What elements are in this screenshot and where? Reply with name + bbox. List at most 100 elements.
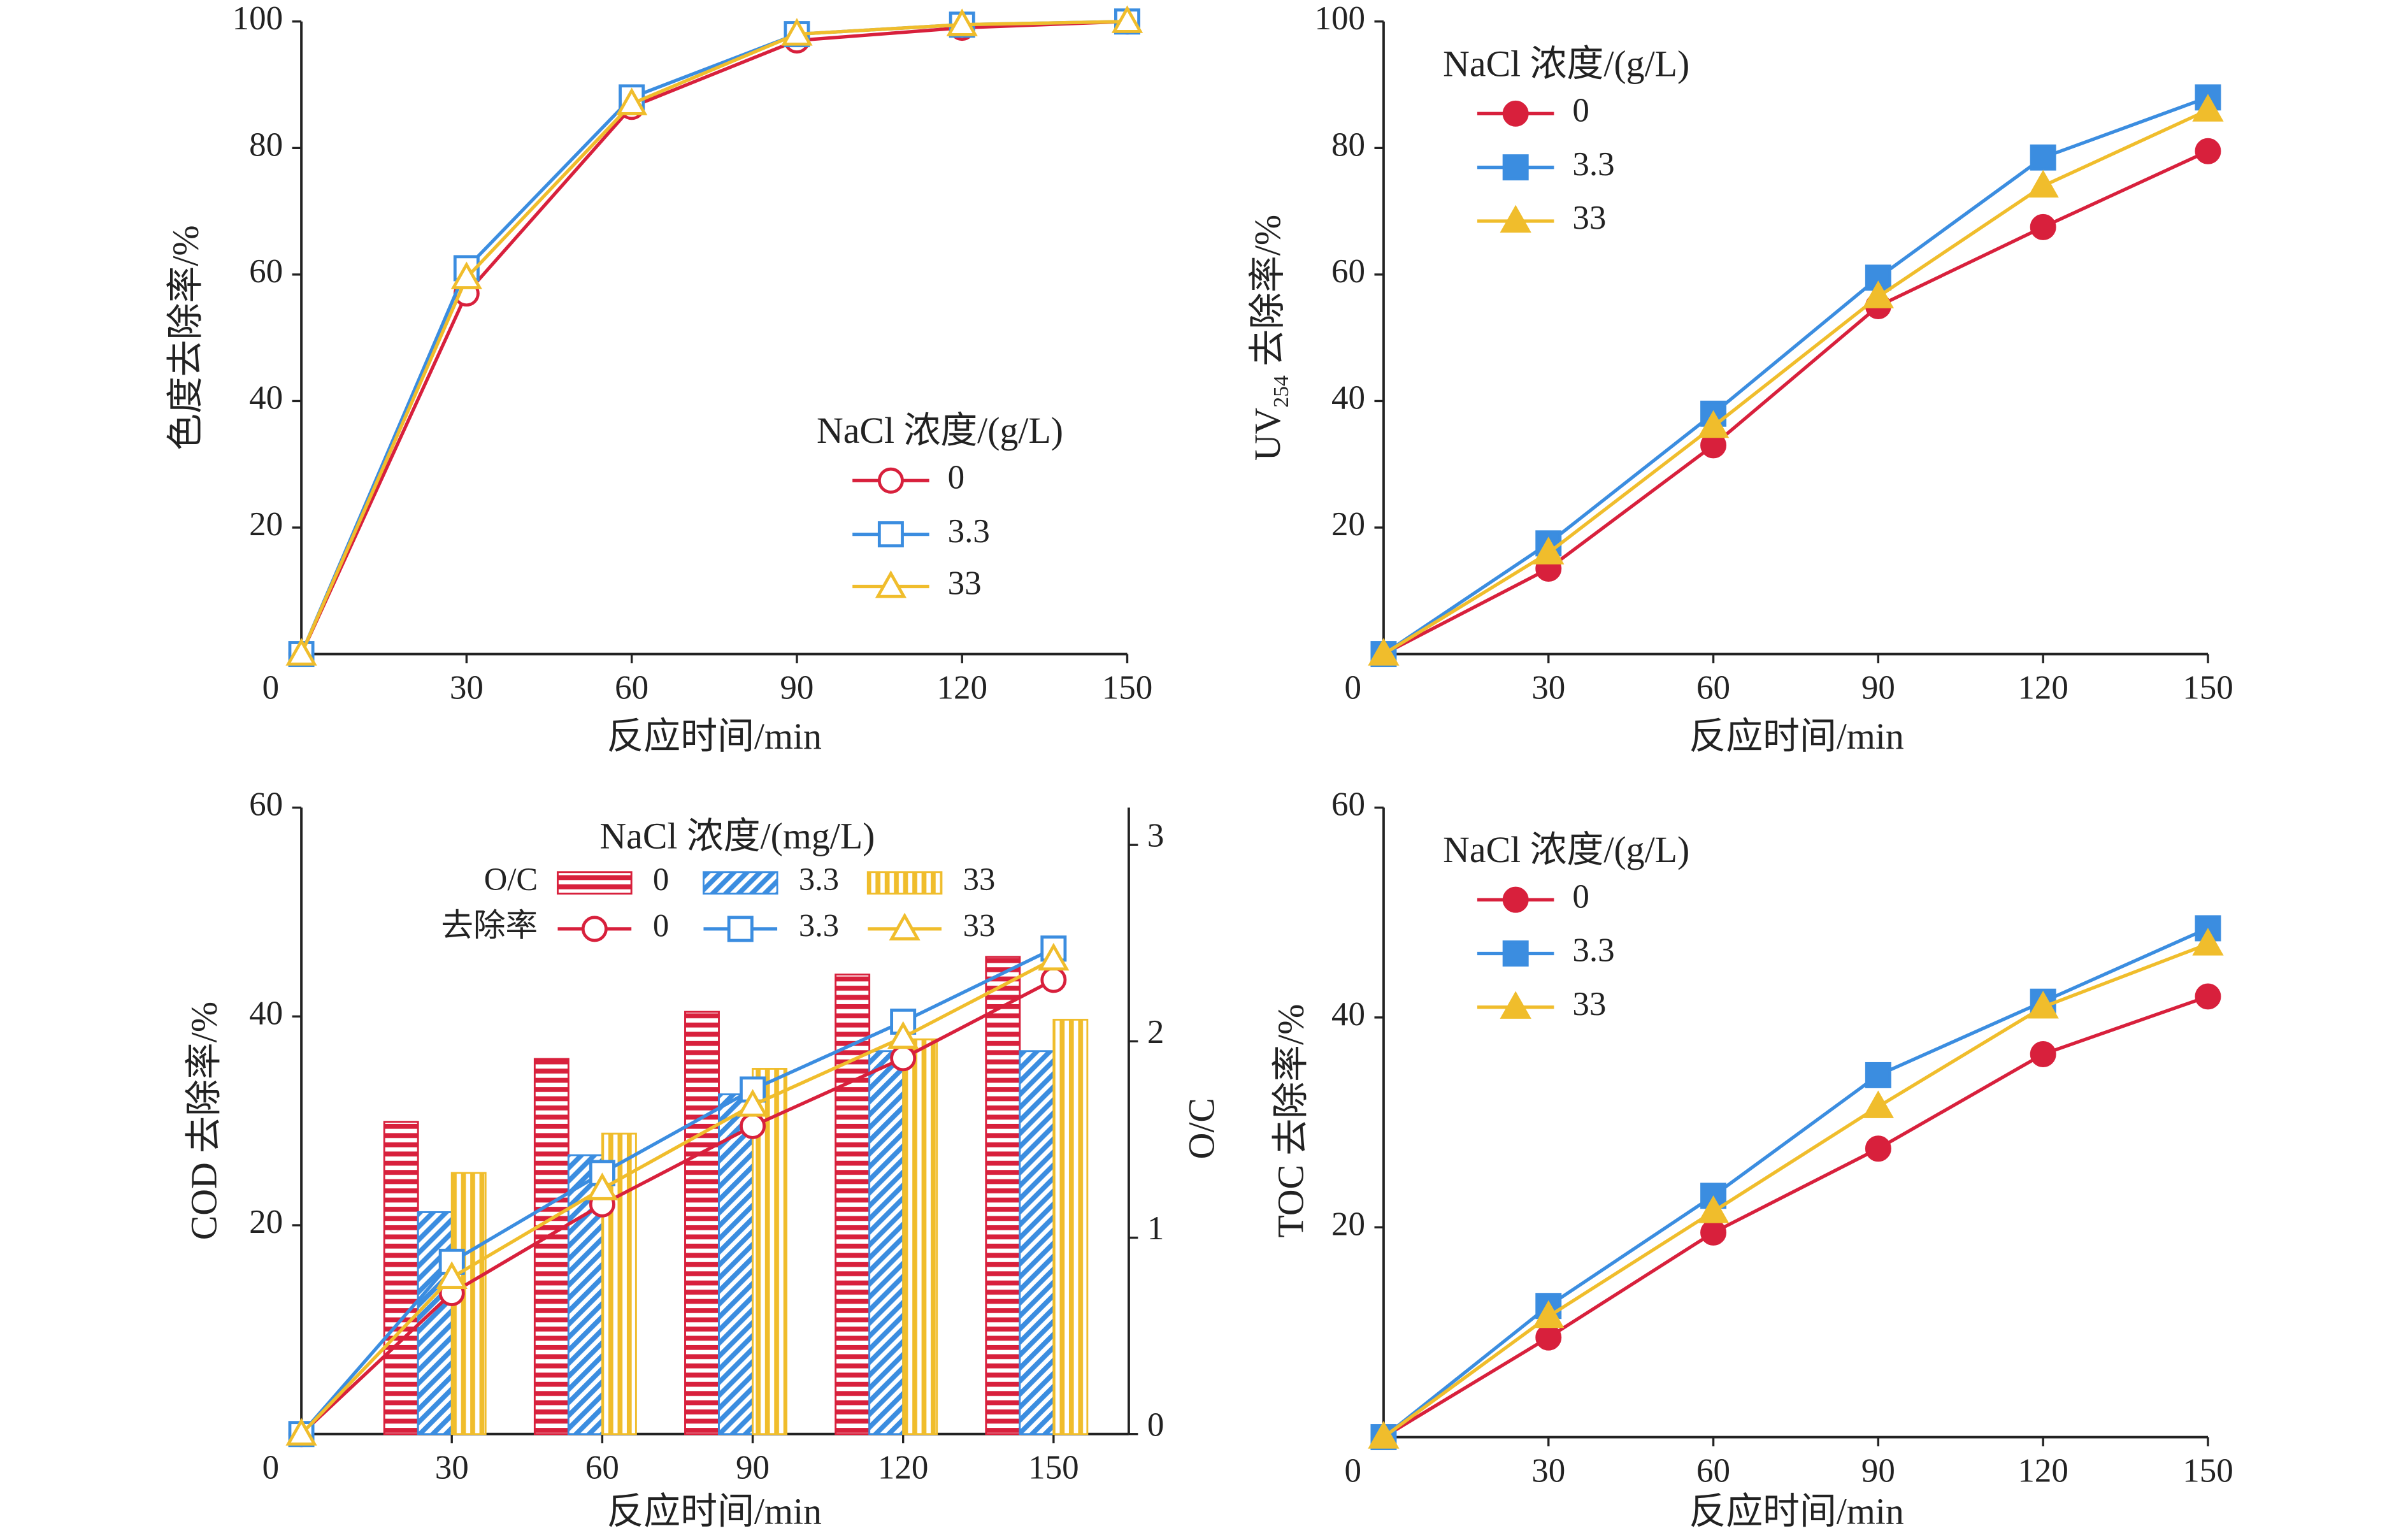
bar	[684, 1011, 720, 1436]
marker	[1865, 1061, 1891, 1088]
marker	[586, 1172, 618, 1200]
x-tick-label: 120	[878, 1450, 928, 1486]
y2-tick-label: 3	[1147, 817, 1165, 854]
x-tick-label: 30	[450, 670, 484, 707]
legend-title: NaCl 浓度/(g/L)	[1443, 829, 1689, 870]
legend-swatch	[702, 871, 778, 895]
x-tick-label: 0	[1344, 670, 1361, 707]
y-tick-label: 40	[1331, 380, 1365, 417]
y2-tick-label: 0	[1147, 1406, 1165, 1443]
x-tick-label: 90	[1861, 1453, 1895, 1490]
x-tick-label: 150	[2182, 1453, 2233, 1490]
line	[299, 20, 1128, 655]
x-tick-label: 30	[1531, 670, 1565, 707]
x-tick-label: 90	[780, 670, 813, 707]
x-tick-label: 30	[1531, 1453, 1565, 1490]
bar	[985, 956, 1021, 1436]
x-tick-label: 60	[1696, 670, 1730, 707]
x-axis-label: 反应时间/min	[607, 1491, 822, 1532]
legend-swatch	[557, 871, 633, 895]
y-axis-label: COD 去除率/%	[183, 1002, 224, 1240]
legend-marker	[889, 912, 921, 940]
marker	[2192, 928, 2224, 956]
marker	[2192, 94, 2224, 122]
y-tick-label: 40	[249, 995, 283, 1032]
legend-marker	[1502, 940, 1529, 967]
marker	[2030, 213, 2056, 240]
y-tick-label: 60	[1331, 253, 1365, 290]
x-tick-label: 90	[736, 1450, 770, 1486]
x-tick-label: 90	[1861, 670, 1895, 707]
line	[300, 947, 1055, 1436]
marker	[1368, 1421, 1400, 1449]
legend-label: 0	[1572, 92, 1589, 129]
y-tick-label: 80	[249, 126, 283, 163]
bar	[1052, 1018, 1089, 1436]
y-tick-label: 20	[249, 506, 283, 543]
x-axis-label: 反应时间/min	[607, 716, 822, 757]
y-tick-label: 100	[233, 0, 283, 37]
marker	[1533, 1300, 1565, 1328]
chart-panel: 20 40 60 0 30 60 90 120 150 反应时间/min TOC 去除率/% NaCl…	[1270, 786, 2233, 1532]
y-tick-label: 40	[1331, 996, 1365, 1033]
legend-label: 3.3	[948, 513, 990, 550]
marker	[736, 1089, 769, 1117]
y-tick-label: 20	[1331, 1205, 1365, 1242]
marker	[2030, 1041, 2056, 1067]
marker	[1700, 1219, 1727, 1246]
y-tick-label: 20	[1331, 506, 1365, 543]
y-axis-label: 色度去除率/%	[164, 225, 206, 450]
y-tick-label: 80	[1331, 126, 1365, 163]
line	[1382, 96, 2209, 656]
marker	[1862, 1090, 1894, 1118]
legend-swatch	[866, 871, 943, 895]
chart-panel: 20 40 60 80 100 0 30 60 90 120 150 反应时间/min 色度去除率/% N…	[164, 0, 1152, 757]
legend-marker	[875, 570, 907, 598]
x-tick-label: 0	[262, 1450, 280, 1486]
marker	[450, 261, 482, 289]
marker	[1040, 967, 1067, 993]
y-axis-label-part: 254	[1270, 375, 1293, 408]
legend-marker	[877, 467, 904, 494]
bar	[417, 1211, 453, 1436]
legend-label: 3.3	[1572, 146, 1614, 183]
marker	[1368, 638, 1400, 666]
marker	[1111, 5, 1143, 33]
legend-label: 33	[963, 861, 996, 897]
x-axis-label: 反应时间/min	[1689, 716, 1903, 757]
x-tick-label: 150	[2182, 670, 2233, 707]
line	[299, 20, 1128, 655]
x-tick-label: 150	[1028, 1450, 1079, 1486]
x-tick-label: 60	[615, 670, 649, 707]
legend-row-label: O/C	[484, 861, 538, 897]
line	[300, 957, 1055, 1436]
legend-label: 33	[948, 565, 982, 602]
legend-marker	[727, 916, 754, 942]
legend-marker	[1500, 991, 1531, 1019]
line	[1382, 149, 2209, 656]
x-tick-label: 60	[1696, 1453, 1730, 1490]
legend-label: 3.3	[1572, 932, 1614, 969]
y2-axis-label: O/C	[1181, 1098, 1222, 1159]
line	[300, 978, 1055, 1436]
marker	[1535, 1324, 1562, 1351]
line	[1382, 108, 2209, 656]
marker	[1038, 942, 1070, 971]
marker	[2027, 991, 2059, 1019]
legend-label: 3.3	[799, 861, 839, 897]
line	[1382, 942, 2209, 1439]
y-tick-label: 60	[249, 253, 283, 290]
marker	[2027, 169, 2059, 198]
legend-label: 0	[948, 459, 965, 496]
line	[1382, 926, 2209, 1439]
chart-panel: 20 40 60 80 100 0 30 60 90 120 150 反应时间/min UV254 去除…	[1247, 0, 2233, 757]
legend-label: 0	[1572, 878, 1589, 915]
marker	[2195, 983, 2221, 1010]
x-tick-label: 120	[2017, 1453, 2068, 1490]
marker	[781, 18, 813, 46]
line	[299, 20, 1128, 655]
bar	[1019, 1050, 1055, 1436]
